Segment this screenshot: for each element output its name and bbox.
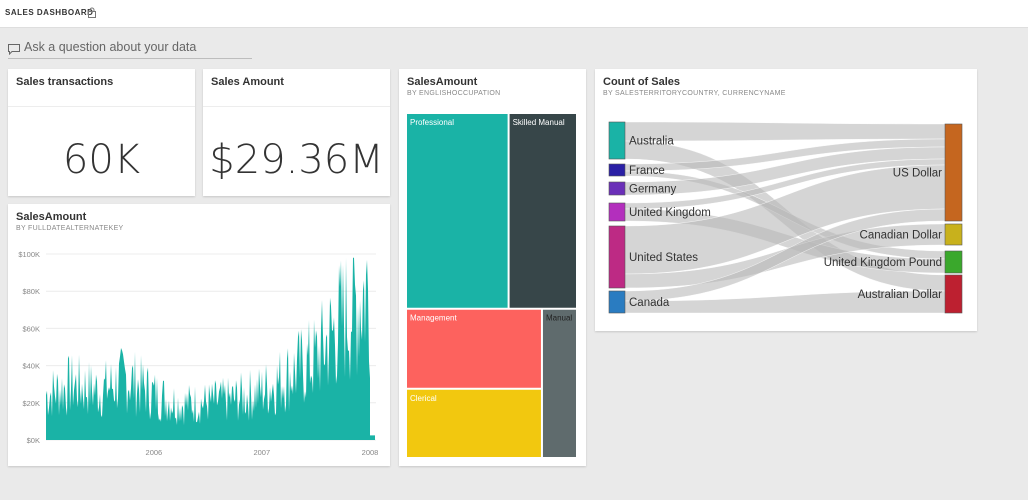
treemap-chart: Professional Skilled Manual Management Cler…: [407, 114, 576, 457]
tile-divider: [203, 106, 390, 107]
sankey-source-node: [608, 181, 626, 196]
sankey-target-node: [944, 250, 963, 274]
tile-title: Sales Amount: [211, 76, 284, 88]
tile-sales-transactions[interactable]: Sales transactions 60K: [8, 69, 195, 196]
y-tick-label: $40K: [22, 362, 40, 371]
sankey-target-node: [944, 223, 963, 246]
tile-title: Sales transactions: [16, 76, 114, 88]
y-tick-label: $80K: [22, 287, 40, 296]
sankey-source-node: [608, 163, 626, 177]
area-chart: $0K $20K $40K $60K $80K $100K 2006 2007 2008: [18, 250, 379, 457]
x-tick-label: 2008: [362, 448, 379, 457]
sankey-source-label: United Kingdom: [629, 207, 711, 219]
tile-title: Count of Sales: [603, 76, 681, 88]
treemap-label: Management: [410, 314, 457, 323]
sankey-target-node: [944, 274, 963, 314]
treemap-label: Skilled Manual: [513, 118, 565, 127]
x-tick-label: 2007: [253, 448, 270, 457]
sankey-source-node: [608, 121, 626, 160]
x-tick-label: 2006: [146, 448, 163, 457]
sankey-target-node: [944, 123, 963, 222]
tile-sales-by-occupation[interactable]: SalesAmount BY ENGLISHOCCUPATION Profess…: [399, 69, 586, 466]
kpi-value: 60K: [62, 137, 141, 183]
kpi-value: $29.36M: [209, 137, 384, 183]
treemap-label: Professional: [410, 118, 454, 127]
tile-title: SalesAmount: [16, 211, 87, 223]
qa-input[interactable]: Ask a question about your data: [8, 38, 252, 59]
dashboard-title: SALES DASHBOARD: [5, 8, 94, 17]
treemap-cell: [509, 114, 576, 308]
sankey-target-label: Australian Dollar: [858, 289, 943, 301]
sankey-source-label: Australia: [629, 136, 674, 148]
treemap-label: Clerical: [410, 394, 437, 403]
y-tick-label: $0K: [27, 436, 40, 445]
sankey-source-label: Canada: [629, 297, 670, 309]
treemap-label: Manual: [546, 314, 572, 323]
sankey-target-label: United Kingdom Pound: [824, 257, 942, 269]
sankey-chart: Australia France Germany United Kingdom Unit…: [608, 121, 963, 314]
sankey-target-label: Canadian Dollar: [860, 230, 943, 242]
qa-placeholder[interactable]: Ask a question about your data: [24, 40, 197, 54]
sankey-source-node: [608, 202, 626, 222]
treemap-cell: [407, 114, 508, 308]
sankey-source-label: Germany: [629, 184, 677, 196]
tile-subtitle: BY ENGLISHOCCUPATION: [407, 90, 501, 97]
y-tick-label: $60K: [22, 324, 40, 333]
tile-sales-amount[interactable]: Sales Amount $29.36M: [203, 69, 390, 196]
sankey-source-label: United States: [629, 252, 698, 264]
treemap-cell: [407, 389, 541, 457]
sankey-source-label: France: [629, 165, 665, 177]
tile-title: SalesAmount: [407, 76, 478, 88]
top-bar: SALES DASHBOARD: [0, 0, 1028, 28]
treemap-cell: [407, 309, 541, 388]
tile-subtitle: BY SALESTERRITORYCOUNTRY, CURRENCYNAME: [603, 90, 786, 97]
sankey-target-label: US Dollar: [893, 168, 942, 180]
tile-count-of-sales[interactable]: Count of Sales BY SALESTERRITORYCOUNTRY,…: [595, 69, 977, 331]
sankey-source-node: [608, 225, 626, 289]
chat-bubble-icon: [8, 42, 20, 60]
lock-icon: [88, 5, 96, 23]
y-tick-label: $20K: [22, 399, 40, 408]
tile-subtitle: BY FULLDATEALTERNATEKEY: [16, 225, 124, 232]
area-series: [46, 257, 375, 440]
tile-divider: [8, 106, 195, 107]
treemap-cell: [542, 309, 576, 457]
y-tick-label: $100K: [18, 250, 40, 259]
tile-sales-by-date[interactable]: SalesAmount BY FULLDATEALTERNATEKEY $0K $…: [8, 204, 390, 466]
sankey-source-node: [608, 290, 626, 314]
